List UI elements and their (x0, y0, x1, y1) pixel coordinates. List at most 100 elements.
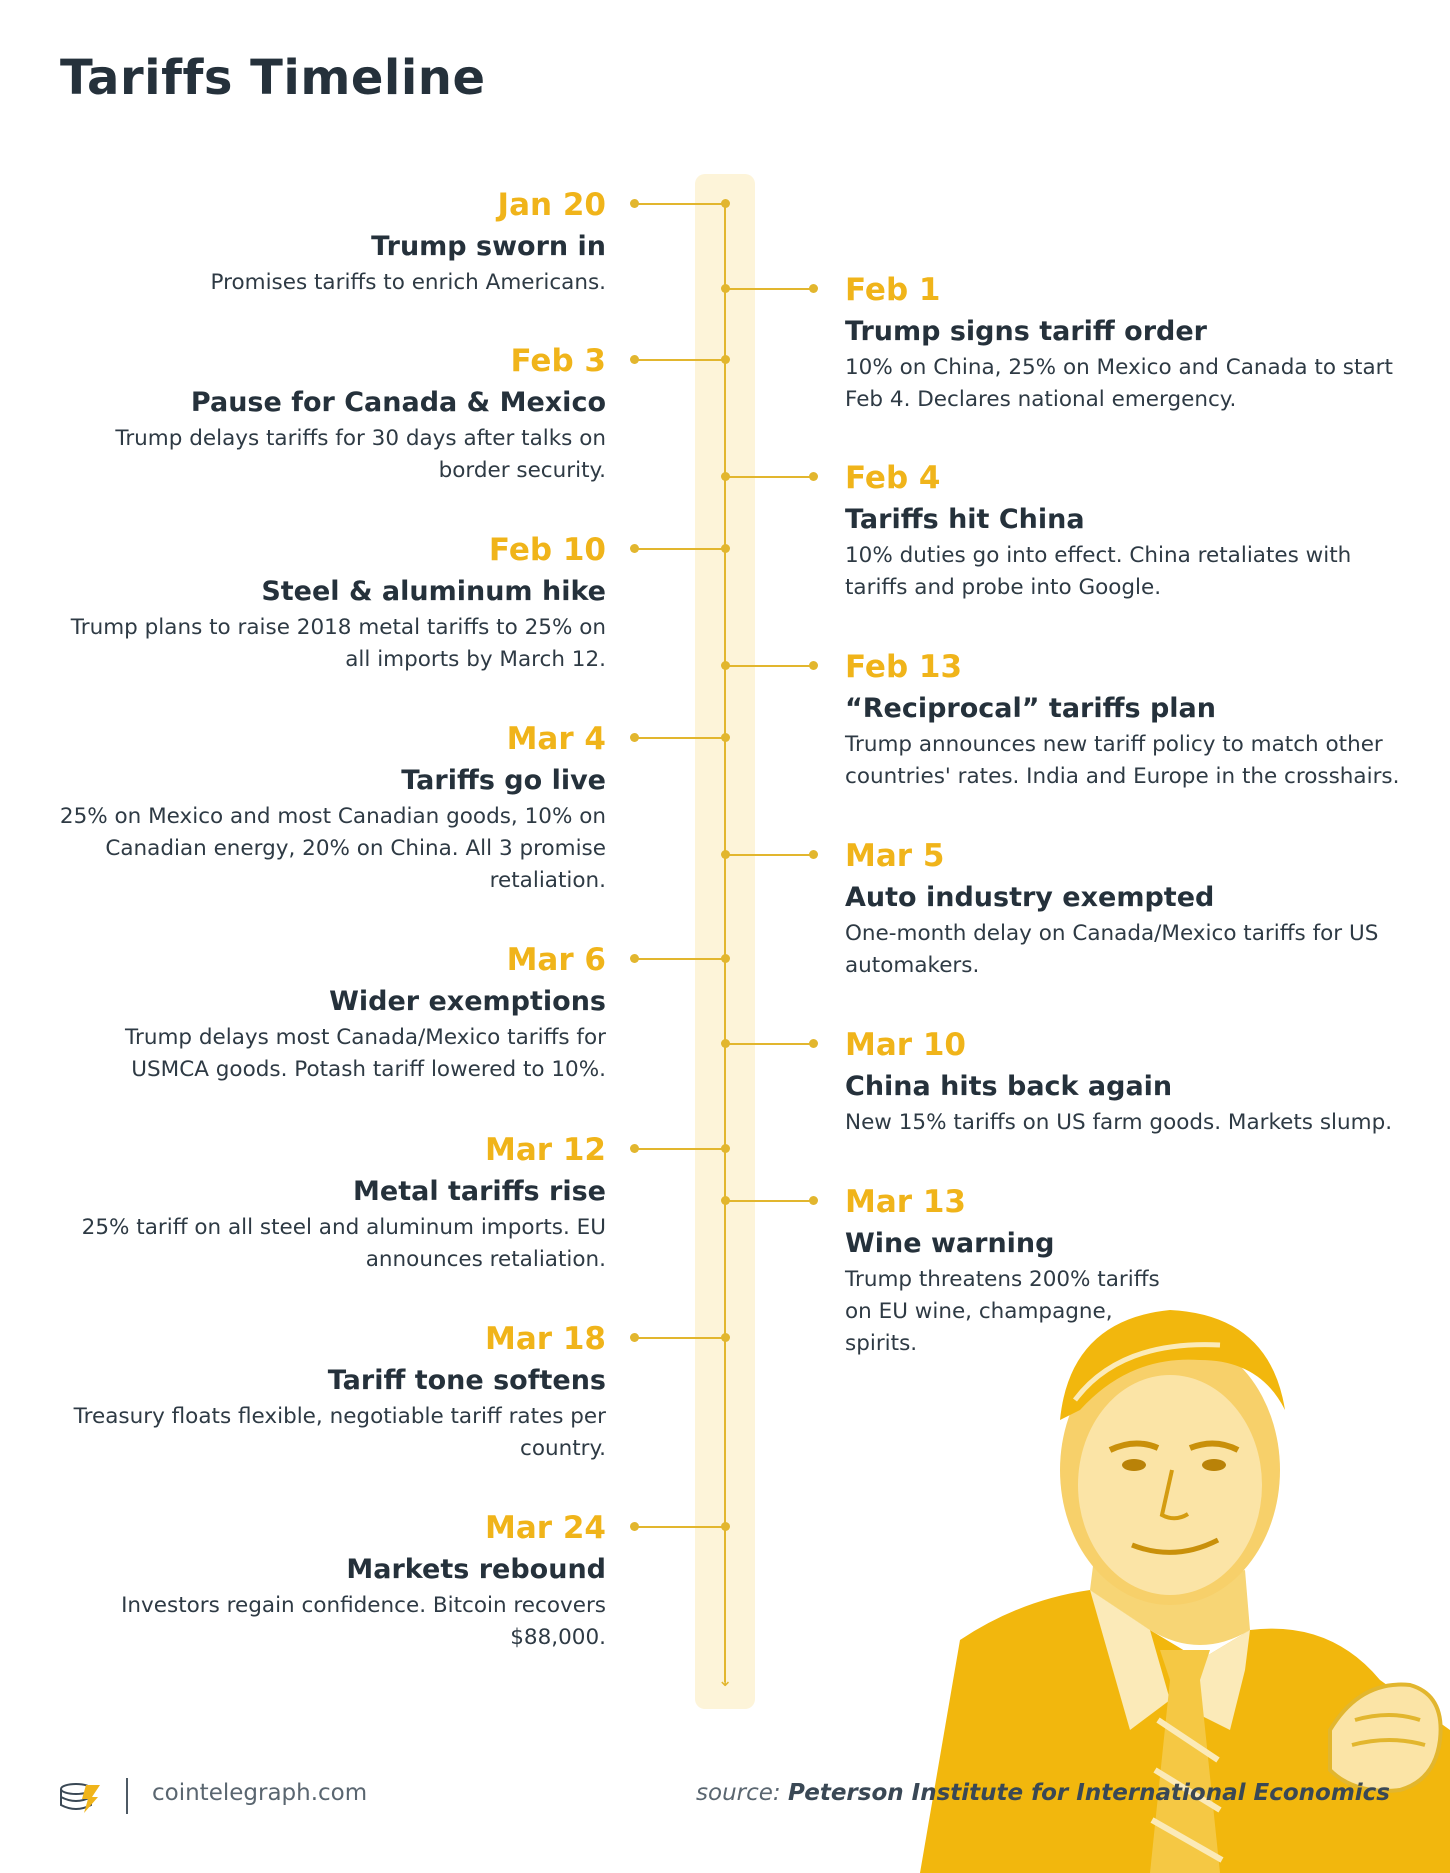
event-date: Mar 4 (506, 721, 606, 757)
event-description: New 15% tariffs on US farm goods. Market… (845, 1110, 1393, 1135)
timeline-event: Feb 4 Tariffs hit China 10% duties go in… (845, 458, 1405, 604)
event-title: Wider exemptions (329, 986, 606, 1017)
event-description: Investors regain confidence. Bitcoin rec… (121, 1593, 606, 1650)
event-dot (630, 1522, 639, 1531)
event-connector (636, 958, 726, 960)
event-dot (630, 544, 639, 553)
event-dot (809, 850, 818, 859)
event-dot (809, 472, 818, 481)
event-connector (725, 476, 815, 478)
timeline-event: Mar 6 Wider exemptions Trump delays most… (46, 940, 606, 1086)
portrait-illustration (920, 1310, 1450, 1873)
axis-dot (721, 284, 730, 293)
timeline-event: Mar 5 Auto industry exempted One-month d… (845, 836, 1405, 982)
event-date: Feb 1 (845, 272, 941, 308)
axis-dot (721, 1196, 730, 1205)
event-title: Trump sworn in (371, 231, 606, 262)
event-connector (725, 665, 815, 667)
axis-dot (721, 355, 730, 364)
timeline-event: Mar 24 Markets rebound Investors regain … (46, 1508, 606, 1654)
footer-site-link[interactable]: cointelegraph.com (152, 1780, 368, 1806)
event-dot (630, 1144, 639, 1153)
event-date: Feb 4 (845, 460, 941, 496)
timeline-event: Feb 13 “Reciprocal” tariffs plan Trump a… (845, 647, 1405, 793)
timeline-axis (724, 202, 726, 1682)
event-date: Mar 10 (845, 1027, 966, 1063)
event-date: Mar 6 (506, 942, 606, 978)
event-description: Treasury floats flexible, negotiable tar… (73, 1404, 606, 1461)
event-title: Tariffs go live (401, 765, 606, 796)
event-connector (636, 548, 726, 550)
event-title: Trump signs tariff order (845, 316, 1207, 347)
event-title: Tariff tone softens (327, 1365, 606, 1396)
timeline-event: Jan 20 Trump sworn in Promises tariffs t… (46, 185, 606, 299)
event-description: 10% duties go into effect. China retalia… (845, 543, 1352, 600)
event-date: Feb 13 (845, 649, 963, 685)
event-connector (636, 1148, 726, 1150)
event-date: Mar 5 (845, 838, 945, 874)
event-title: Steel & aluminum hike (261, 576, 606, 607)
timeline-event: Mar 10 China hits back again New 15% tar… (845, 1025, 1405, 1139)
event-connector (725, 288, 815, 290)
cointelegraph-logo-icon (60, 1783, 100, 1813)
event-description: 25% on Mexico and most Canadian goods, 1… (59, 804, 606, 893)
event-title: Pause for Canada & Mexico (190, 387, 606, 418)
event-dot (630, 355, 639, 364)
axis-dot (721, 661, 730, 670)
event-title: “Reciprocal” tariffs plan (845, 693, 1216, 724)
event-connector (725, 1200, 815, 1202)
axis-dot (721, 1144, 730, 1153)
axis-dot (721, 472, 730, 481)
event-title: Auto industry exempted (845, 882, 1215, 913)
event-date: Jan 20 (497, 187, 606, 223)
axis-dot (721, 733, 730, 742)
source-name: Peterson Institute for International Eco… (788, 1780, 1390, 1806)
axis-dot (721, 199, 730, 208)
axis-dot (721, 544, 730, 553)
event-description: One-month delay on Canada/Mexico tariffs… (845, 921, 1379, 978)
event-connector (725, 854, 815, 856)
event-dot (809, 284, 818, 293)
event-dot (809, 661, 818, 670)
event-description: Trump delays most Canada/Mexico tariffs … (125, 1025, 606, 1082)
event-dot (630, 954, 639, 963)
event-connector (636, 737, 726, 739)
axis-dot (721, 1039, 730, 1048)
axis-dot (721, 1333, 730, 1342)
timeline-arrow-icon: ↓ (717, 1670, 733, 1691)
event-description: Promises tariffs to enrich Americans. (210, 270, 606, 295)
timeline-event: Mar 18 Tariff tone softens Treasury floa… (46, 1319, 606, 1465)
event-date: Mar 18 (485, 1321, 606, 1357)
event-description: Trump announces new tariff policy to mat… (845, 732, 1400, 789)
event-date: Feb 10 (488, 532, 606, 568)
timeline-event: Feb 10 Steel & aluminum hike Trump plans… (46, 530, 606, 676)
event-dot (809, 1039, 818, 1048)
timeline-event: Feb 3 Pause for Canada & Mexico Trump de… (46, 341, 606, 487)
event-description: 25% tariff on all steel and aluminum imp… (81, 1215, 606, 1272)
timeline-event: Mar 13 Wine warning Trump threatens 200%… (845, 1182, 1405, 1360)
event-description: Trump threatens 200% tariffs on EU wine,… (845, 1267, 1160, 1356)
event-title: Tariffs hit China (845, 504, 1085, 535)
page-title: Tariffs Timeline (60, 50, 486, 106)
event-date: Mar 24 (485, 1510, 606, 1546)
event-dot (630, 733, 639, 742)
timeline-event: Mar 12 Metal tariffs rise 25% tariff on … (46, 1130, 606, 1276)
axis-dot (721, 954, 730, 963)
footer-source: source: Peterson Institute for Internati… (696, 1780, 1390, 1806)
event-description: 10% on China, 25% on Mexico and Canada t… (845, 355, 1393, 412)
event-description: Trump delays tariffs for 30 days after t… (115, 426, 606, 483)
event-connector (636, 203, 726, 205)
event-connector (636, 1526, 726, 1528)
event-title: Wine warning (845, 1228, 1055, 1259)
axis-dot (721, 1522, 730, 1531)
event-connector (636, 1337, 726, 1339)
event-date: Feb 3 (510, 343, 607, 379)
event-date: Mar 12 (485, 1132, 606, 1168)
timeline-event: Feb 1 Trump signs tariff order 10% on Ch… (845, 270, 1405, 416)
axis-dot (721, 850, 730, 859)
event-title: China hits back again (845, 1071, 1173, 1102)
event-dot (630, 199, 639, 208)
event-connector (636, 359, 726, 361)
event-dot (630, 1333, 639, 1342)
event-description: Trump plans to raise 2018 metal tariffs … (70, 615, 606, 672)
